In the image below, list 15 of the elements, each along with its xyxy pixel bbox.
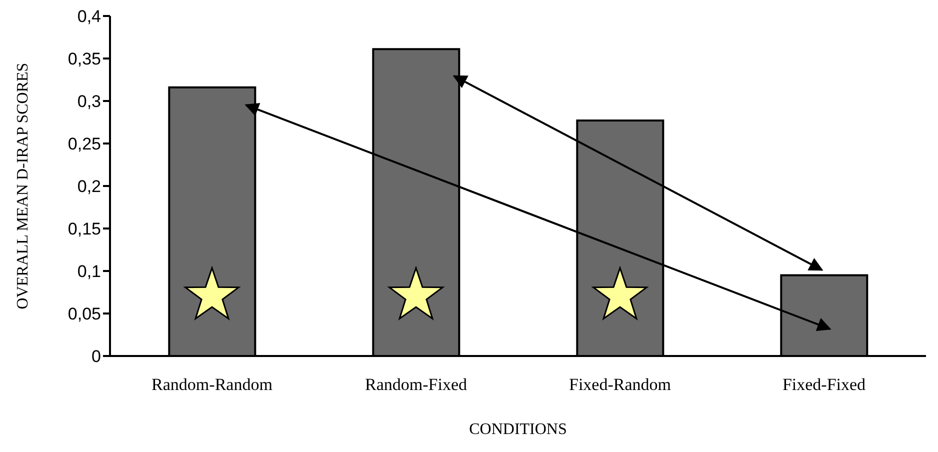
x-tick-label: Random-Random [152, 375, 272, 394]
x-tick-label: Fixed-Random [569, 375, 671, 394]
x-axis-title: CONDITIONS [469, 421, 567, 438]
y-axis-title: OVERALL MEAN D-IRAP SCORES [14, 62, 32, 310]
y-tick-label: 0,4 [77, 7, 101, 26]
x-tick-label: Random-Fixed [365, 375, 468, 394]
y-tick-label: 0,3 [77, 92, 101, 112]
y-tick-label: 0,25 [68, 134, 101, 154]
y-tick-label: 0,15 [68, 220, 101, 239]
y-tick-label: 0 [92, 347, 101, 366]
y-tick-label: 0,35 [68, 50, 101, 69]
x-tick-label: Fixed-Fixed [782, 375, 866, 394]
y-tick-label: 0,05 [68, 304, 101, 324]
y-tick-label: 0,1 [77, 262, 101, 282]
y-tick-label: 0,2 [77, 177, 101, 196]
